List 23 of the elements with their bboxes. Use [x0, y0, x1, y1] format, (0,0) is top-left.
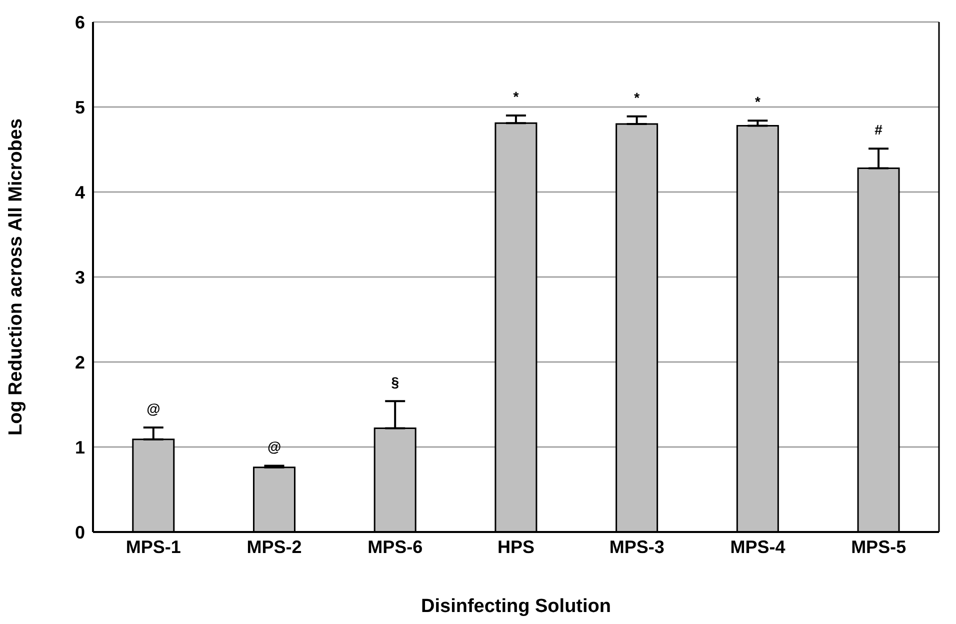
x-tick-label: MPS-2 — [246, 536, 302, 557]
x-tick-label: MPS-3 — [609, 536, 664, 557]
y-tick-label: 2 — [74, 352, 85, 372]
x-tick-label: MPS-5 — [851, 536, 906, 557]
y-tick-label: 4 — [74, 182, 85, 202]
x-tick-label: MPS-1 — [126, 536, 181, 557]
annotation: # — [874, 122, 883, 138]
annotation: * — [513, 88, 520, 104]
x-axis-title: Disinfecting Solution — [421, 596, 611, 617]
annotation: @ — [267, 438, 282, 455]
y-tick-label: 1 — [74, 437, 85, 458]
annotation: * — [754, 94, 761, 110]
x-tick-label: MPS-4 — [730, 536, 786, 557]
annotation: § — [391, 374, 400, 390]
x-tick-label: MPS-6 — [368, 536, 423, 557]
y-axis-title: Log Reduction across All Microbes — [6, 118, 27, 436]
annotation: @ — [146, 400, 160, 416]
y-tick-label: 0 — [74, 522, 85, 542]
annotation: * — [634, 89, 640, 106]
y-tick-label: 3 — [74, 267, 85, 288]
y-tick-label: 6 — [74, 12, 85, 32]
y-tick-label: 5 — [74, 97, 85, 118]
x-tick-label: HPS — [497, 536, 535, 557]
